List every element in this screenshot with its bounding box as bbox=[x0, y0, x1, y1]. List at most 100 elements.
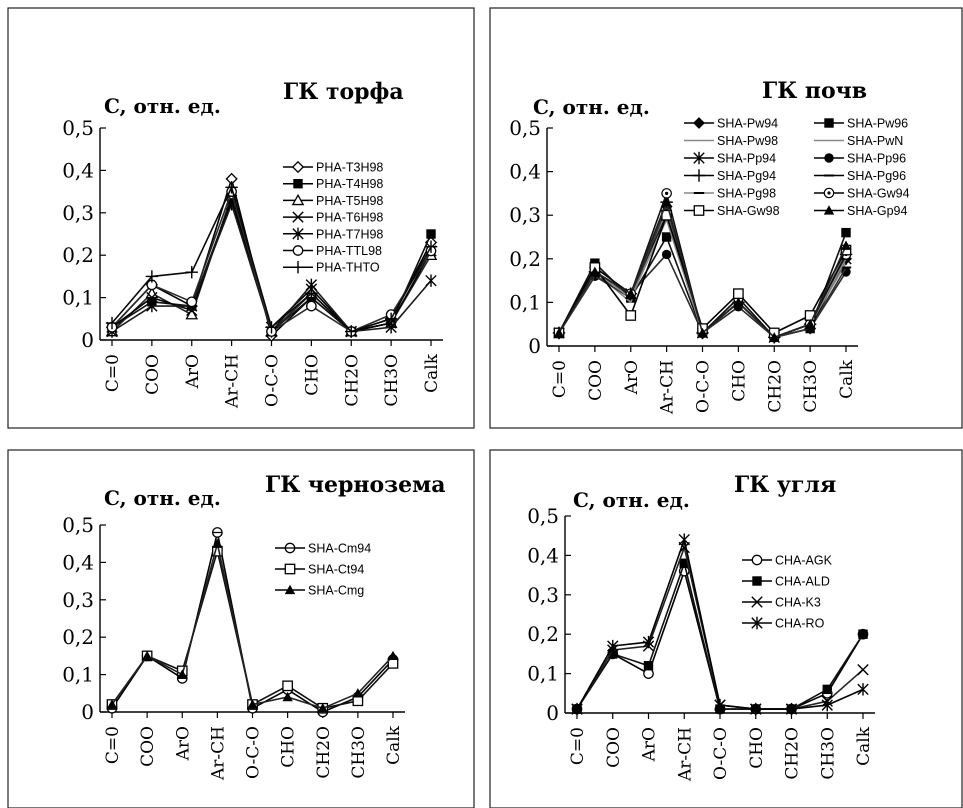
legend-entry: SHA-Pp94 bbox=[684, 152, 776, 166]
chart-panel-2: 0 0,1 0,2 0,3 0,4 0,5 C=0 COO ArO Ar-CH O-C-O CHO CH… bbox=[489, 7, 963, 429]
x-tick-label: ArO bbox=[622, 360, 642, 395]
legend-swatch-marker bbox=[751, 616, 763, 630]
legend-entry: SHA-Gw98 bbox=[684, 204, 780, 218]
legend-label: SHA-Pg96 bbox=[847, 169, 906, 183]
data-point bbox=[186, 296, 198, 308]
data-point bbox=[306, 300, 317, 312]
y-tick-label: 0 bbox=[81, 328, 94, 352]
legend-label: SHA-Cm94 bbox=[308, 542, 371, 556]
legend-label: PHA-TTL98 bbox=[316, 244, 382, 258]
data-point bbox=[384, 312, 398, 325]
legend-label: SHA-Pw96 bbox=[847, 117, 908, 131]
y-tick-label: 0,3 bbox=[62, 588, 94, 612]
legend-label: SHA-Pg98 bbox=[717, 187, 776, 201]
x-tick-label: COO bbox=[586, 360, 606, 401]
x-tick-label: O-C-O bbox=[263, 354, 283, 407]
legend-entry: SHA-Gw94 bbox=[814, 187, 910, 201]
legend-swatch-marker bbox=[284, 584, 296, 595]
legend-entry: PHA-T4H98 bbox=[283, 177, 383, 191]
y-tick-label: 0,1 bbox=[62, 663, 94, 687]
legend-entry: CHA-AGK bbox=[742, 554, 833, 568]
legend-label: SHA-Ct94 bbox=[308, 563, 364, 577]
y-tick-label: 0 bbox=[546, 701, 559, 725]
data-point bbox=[345, 325, 358, 338]
data-point bbox=[105, 316, 119, 330]
x-tick-label: C=0 bbox=[568, 727, 588, 765]
data-point bbox=[177, 669, 188, 679]
data-point bbox=[247, 699, 258, 709]
legend-swatch-marker bbox=[693, 205, 705, 216]
data-point bbox=[185, 308, 199, 320]
legend-swatch-marker bbox=[291, 261, 305, 274]
legend-entry: SHA-Cm94 bbox=[275, 542, 371, 556]
y-tick-label: 0 bbox=[528, 334, 541, 358]
data-point bbox=[553, 327, 565, 338]
legend-swatch-marker bbox=[823, 187, 835, 199]
legend-label: SHA-Gp94 bbox=[847, 204, 907, 218]
legend-entry: SHA-PwN bbox=[814, 134, 903, 148]
legend: PHA-T3H98 PHA-T4H98 PHA-T5H98 PHA-T6H98 PHA-… bbox=[283, 161, 383, 275]
x-tick-label: ArO bbox=[640, 727, 660, 762]
legend-label: SHA-Gw98 bbox=[717, 204, 780, 218]
legend-label: CHA-RO bbox=[775, 617, 825, 631]
data-point bbox=[821, 698, 833, 712]
y-tick-label: 0,2 bbox=[509, 247, 541, 271]
series-PHA-THTO bbox=[105, 181, 438, 338]
legend-entry: PHA-T3H98 bbox=[283, 161, 383, 175]
legend-entry: SHA-Pg96 bbox=[814, 169, 906, 183]
data-point bbox=[678, 533, 690, 546]
x-tick-label: C=0 bbox=[550, 360, 570, 398]
data-point bbox=[750, 702, 762, 716]
x-tick-label: Calk bbox=[384, 725, 404, 765]
legend-swatch-marker bbox=[751, 554, 763, 566]
y-tick-label: 0,4 bbox=[62, 550, 94, 574]
legend-swatch-marker bbox=[824, 153, 834, 163]
x-tick-label: O-C-O bbox=[694, 360, 714, 413]
y-tick-label: 0,5 bbox=[527, 504, 559, 528]
data-point bbox=[146, 299, 158, 313]
legend-entry: CHA-K3 bbox=[742, 596, 821, 610]
y-axis-label: C, отн. ед. bbox=[573, 488, 690, 512]
x-tick-label: C=0 bbox=[103, 726, 123, 764]
data-point bbox=[282, 680, 293, 692]
data-point bbox=[841, 227, 851, 238]
y-tick-label: 0,1 bbox=[509, 290, 541, 314]
legend-entry: PHA-TTL98 bbox=[283, 244, 382, 258]
legend-label: SHA-Gw94 bbox=[847, 187, 910, 201]
data-point bbox=[714, 698, 726, 712]
data-point bbox=[642, 635, 655, 649]
panel-frame bbox=[7, 449, 475, 808]
chart-panel-4: 0 0,1 0,2 0,3 0,4 0,5 C=0 COO ArO Ar-CH O-C-O CHO CH… bbox=[489, 449, 963, 808]
legend-entry: SHA-Cmg bbox=[275, 584, 364, 598]
legend-swatch-marker bbox=[693, 151, 705, 165]
data-point bbox=[212, 538, 223, 548]
x-tick-label: CH2O bbox=[342, 354, 362, 407]
y-tick-label: 0,1 bbox=[527, 662, 559, 686]
x-tick-label: Ar-CH bbox=[223, 354, 243, 409]
x-tick-label: ArO bbox=[173, 726, 193, 761]
y-tick-label: 0,1 bbox=[62, 286, 94, 310]
legend-swatch-marker bbox=[292, 227, 304, 240]
legend-swatch-marker bbox=[284, 542, 296, 554]
chart-title: ГК торфа bbox=[283, 79, 404, 105]
legend-entry: PHA-T6H98 bbox=[283, 211, 383, 225]
data-point bbox=[212, 527, 223, 538]
x-tick-label: CHO bbox=[747, 727, 767, 769]
x-tick-label: Calk bbox=[837, 359, 857, 399]
data-point bbox=[858, 629, 868, 639]
legend-label: PHA-T4H98 bbox=[316, 177, 383, 191]
x-tick-label: Calk bbox=[422, 353, 442, 393]
data-point bbox=[661, 232, 672, 242]
legend-entry: SHA-Pw94 bbox=[684, 117, 778, 131]
data-point bbox=[840, 240, 852, 250]
data-point bbox=[661, 196, 672, 207]
legend-swatch-marker bbox=[752, 576, 762, 586]
legend-entry: SHA-Pw96 bbox=[814, 117, 908, 131]
legend-label: SHA-Pw98 bbox=[717, 134, 778, 148]
x-tick-label: CH3O bbox=[382, 354, 402, 407]
data-point bbox=[352, 688, 364, 698]
legend-swatch-marker bbox=[824, 118, 834, 128]
x-tick-label: CHO bbox=[302, 354, 322, 396]
legend-label: SHA-Pg94 bbox=[717, 169, 776, 183]
y-tick-label: 0,2 bbox=[62, 625, 94, 649]
